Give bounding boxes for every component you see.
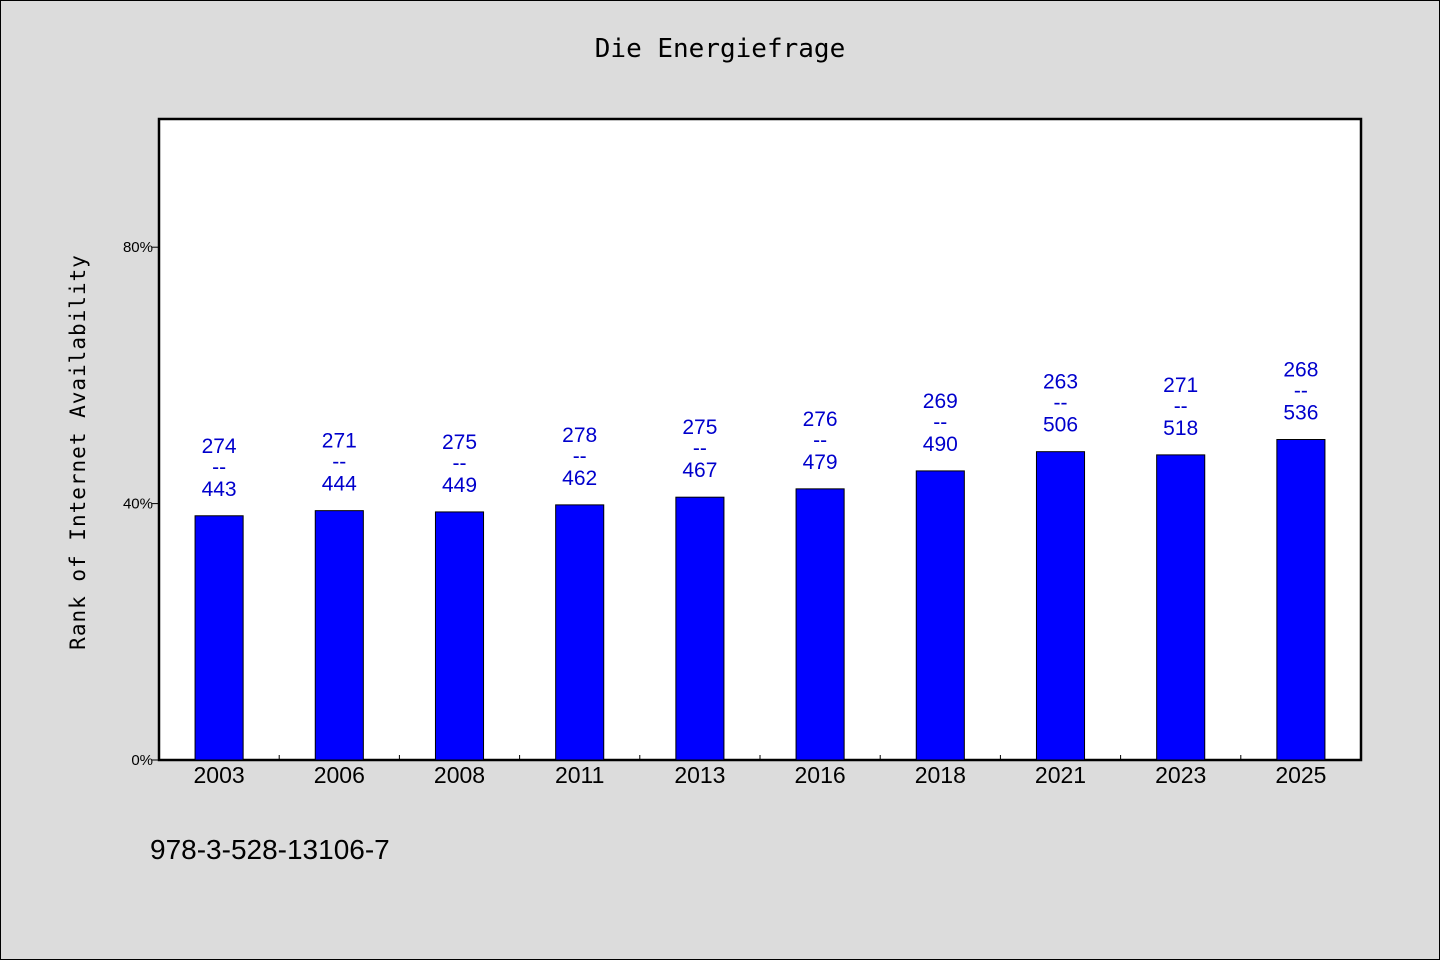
data-label-separator: -- [693, 437, 707, 460]
x-tick-label: 2003 [194, 762, 245, 788]
data-label-top: 269 [923, 390, 958, 413]
bars [194, 439, 1326, 761]
data-label-separator: -- [1054, 392, 1068, 415]
x-tick-label: 2018 [915, 762, 966, 788]
data-label-top: 271 [322, 430, 357, 453]
x-tick-label: 2008 [434, 762, 485, 788]
footnote-isbn: 978-3-528-13106-7 [150, 834, 390, 865]
data-label-top: 276 [803, 408, 838, 431]
data-label-separator: -- [813, 429, 827, 452]
data-label-bottom: 462 [562, 467, 597, 490]
x-tick-label: 2023 [1155, 762, 1206, 788]
data-label-top: 275 [682, 416, 717, 439]
data-label-separator: -- [212, 456, 226, 479]
x-tick-label: 2021 [1035, 762, 1086, 788]
data-label-top: 278 [562, 424, 597, 447]
data-label-bottom: 479 [803, 451, 838, 474]
x-ticks [278, 755, 1242, 760]
x-tick-label: 2016 [795, 762, 846, 788]
bar [915, 470, 965, 761]
data-label-separator: -- [1294, 380, 1308, 403]
y-tick-label: 0% [131, 752, 153, 769]
bar [194, 515, 244, 761]
data-label-bottom: 506 [1043, 414, 1078, 437]
data-label-top: 263 [1043, 371, 1078, 394]
data-label-separator: -- [1174, 395, 1188, 418]
y-tick-label: 40% [123, 496, 153, 513]
x-tick-label: 2025 [1275, 762, 1326, 788]
bar [555, 504, 605, 761]
data-label-top: 268 [1283, 359, 1318, 382]
data-labels: 274--443271--444275--449278--462275--467… [202, 359, 1319, 501]
x-tick-label: 2006 [314, 762, 365, 788]
data-label-separator: -- [332, 451, 346, 474]
data-label-separator: -- [453, 452, 467, 475]
data-label-top: 271 [1163, 374, 1198, 397]
data-label-top: 275 [442, 431, 477, 454]
data-label-bottom: 536 [1283, 402, 1318, 425]
y-tick-label: 80% [123, 239, 153, 256]
bar [1035, 451, 1086, 761]
data-label-bottom: 443 [202, 478, 237, 501]
data-label-bottom: 490 [923, 433, 958, 456]
bar [434, 511, 485, 761]
data-label-separator: -- [573, 445, 587, 468]
bar [1156, 454, 1206, 761]
data-label-bottom: 467 [682, 459, 717, 482]
data-label-bottom: 449 [442, 474, 477, 497]
bar [314, 510, 364, 761]
x-tick-label: 2011 [555, 762, 604, 788]
bar [1276, 439, 1326, 761]
data-label-bottom: 444 [322, 473, 357, 496]
x-tick-label: 2013 [674, 762, 725, 788]
data-label-separator: -- [933, 411, 947, 434]
bar [795, 488, 845, 761]
data-label-bottom: 518 [1163, 417, 1198, 440]
chart-title: Die Energiefrage [594, 34, 846, 64]
bar [675, 496, 725, 761]
y-ticks: 0% 40% 80% [123, 239, 159, 769]
x-tick-labels: 2003 2006 2008 2011 2013 2016 2018 2021 2023 2025 [194, 762, 1327, 788]
data-label-top: 274 [202, 435, 237, 458]
